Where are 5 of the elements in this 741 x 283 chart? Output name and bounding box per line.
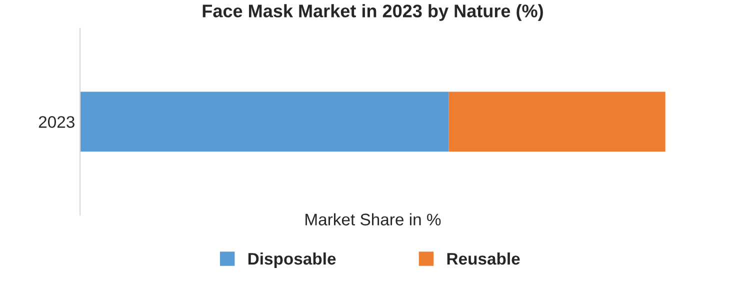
legend-label: Disposable <box>248 252 336 268</box>
y-tick-label: 2023 <box>38 116 74 128</box>
legend-label: Reusable <box>447 252 520 265</box>
x-axis-title: Market Share in % <box>306 213 441 226</box>
chart-title: Face Mask Market in 2023 by Nature (%) <box>202 4 543 21</box>
